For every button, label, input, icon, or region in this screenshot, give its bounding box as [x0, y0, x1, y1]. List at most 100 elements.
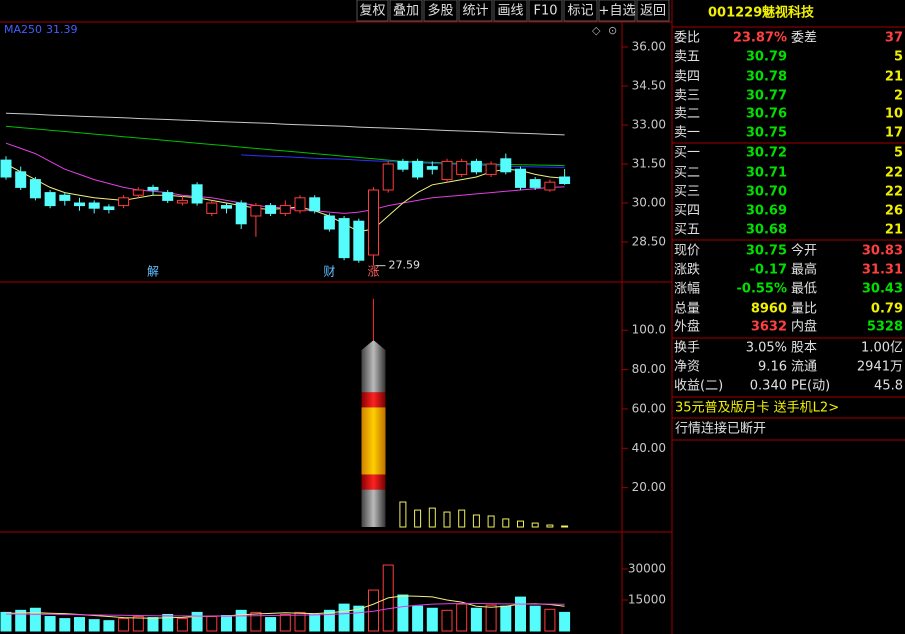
quote-value: 3632 [751, 320, 787, 335]
candle-body [544, 181, 556, 191]
quote-label: 买五 [674, 223, 700, 238]
y-tick-label: 15000 [628, 592, 666, 606]
signal-bar [472, 514, 480, 528]
signal-bar [487, 515, 495, 528]
volume-ma-line [6, 603, 565, 617]
volume-bar [426, 607, 438, 632]
quote-label: 买四 [674, 204, 700, 219]
quote-value: 30.78 [746, 70, 787, 85]
quote-value: 26 [885, 204, 903, 219]
event-marker[interactable]: 涨 [367, 264, 379, 279]
candle-body [206, 202, 218, 214]
toolbar-button[interactable] [423, 0, 458, 22]
volume-bar [294, 611, 306, 632]
toolbar-button[interactable] [389, 0, 423, 22]
toolbar-label[interactable]: 画线 [497, 4, 523, 19]
y-tick-label: 80.00 [632, 362, 666, 376]
candle-body [412, 160, 424, 178]
y-tick-label: 34.50 [632, 79, 666, 93]
toolbar-button[interactable] [458, 0, 493, 22]
quote-value: 2941万 [857, 360, 903, 375]
toolbar-button[interactable] [528, 0, 563, 22]
volume-bar [15, 609, 27, 632]
quote-value: 30.75 [746, 244, 787, 259]
volume-bar [59, 618, 71, 632]
toolbar-button[interactable] [356, 0, 389, 22]
volume-bar [118, 618, 130, 632]
quote-value: 9.16 [758, 360, 787, 375]
candle-body [382, 163, 394, 191]
candle-body [323, 215, 335, 230]
quote-label: 净资 [674, 360, 700, 375]
toolbar-button[interactable] [563, 0, 598, 22]
quote-value: 45.8 [874, 379, 903, 394]
quote-value: 8960 [751, 302, 787, 317]
volume-bar [338, 603, 350, 632]
quote-value: 31.31 [862, 263, 903, 278]
toolbar-label[interactable]: 标记 [567, 4, 593, 19]
candle-body [309, 197, 321, 212]
quote-value: 0.340 [750, 379, 787, 394]
toolbar-label[interactable]: 统计 [462, 4, 488, 19]
volume-bar [103, 620, 115, 632]
candle-body [221, 205, 232, 209]
toolbar-label[interactable]: 叠加 [393, 4, 419, 19]
event-marker[interactable]: 财 [323, 265, 335, 279]
icon[interactable]: ⊙ [608, 24, 617, 37]
quote-value: 2 [894, 89, 903, 104]
candle-body [103, 206, 115, 210]
quote-value: 5 [894, 146, 903, 161]
quote-label: 收益(二) [674, 379, 723, 394]
volume-bar [559, 611, 571, 632]
candle-body [250, 205, 262, 217]
quote-value: 30.79 [746, 50, 787, 65]
ma-line [5, 112, 565, 136]
toolbar-label[interactable]: 多股 [427, 3, 453, 19]
toolbar-label[interactable]: 返回 [640, 4, 666, 19]
y-tick-label: 40.00 [632, 441, 666, 455]
y-tick-label: 30.00 [632, 196, 666, 210]
volume-bar [515, 596, 526, 632]
candle-body [265, 205, 277, 214]
volume-bar [147, 617, 159, 632]
quote-label: 买一 [674, 146, 700, 161]
candle-body [118, 197, 130, 207]
volume-bar [176, 618, 188, 632]
quote-value: 30.71 [746, 166, 787, 181]
toolbar-label[interactable]: 复权 [359, 3, 385, 19]
signal-bar [458, 509, 466, 528]
icon[interactable]: ◇ [592, 24, 601, 37]
quote-label: 最低 [791, 282, 817, 297]
promo[interactable]: 35元普及版月卡 送手机L2> [675, 401, 839, 416]
quote-value: 30.77 [746, 89, 787, 104]
quote-label: PE(动) [791, 379, 830, 394]
y-tick-label: 28.50 [632, 235, 666, 249]
volume-bar [456, 603, 468, 632]
quote-value: 30.75 [746, 126, 787, 141]
toolbar-button[interactable] [598, 0, 636, 22]
ma-value: 31.39 [46, 23, 78, 36]
candle-body [74, 202, 85, 207]
quote-value: 30.68 [746, 223, 787, 238]
toolbar-label[interactable]: +自选 [599, 4, 636, 19]
volume-bar [353, 605, 365, 632]
toolbar-button[interactable] [493, 0, 528, 22]
quote-label: 卖五 [674, 50, 700, 65]
quote-value: 30.76 [746, 107, 787, 122]
y-tick-label: 31.50 [632, 157, 666, 171]
quote-label: 卖一 [674, 126, 700, 141]
event-marker[interactable]: 解 [147, 265, 159, 279]
volume-bar [323, 609, 335, 632]
volume-bar [0, 611, 12, 632]
quote-label: 量比 [791, 302, 817, 317]
toolbar-label[interactable]: F10 [533, 4, 557, 19]
quote-label: 现价 [674, 244, 700, 259]
signal-bar [531, 522, 539, 528]
candle-body [279, 205, 291, 214]
quote-label: 委差 [791, 31, 817, 46]
candle-body [353, 220, 365, 261]
stock-code: 001229 [708, 6, 762, 21]
quote-label: 买三 [674, 185, 700, 200]
toolbar-button[interactable] [636, 0, 670, 22]
